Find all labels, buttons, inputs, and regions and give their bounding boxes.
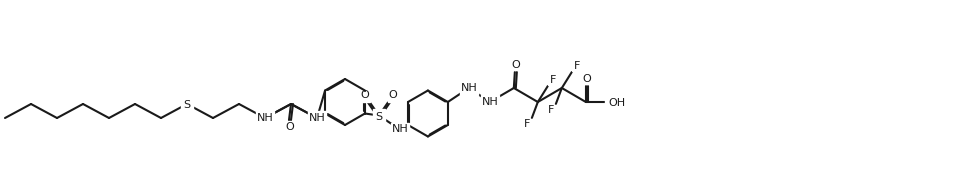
Text: F: F [547, 105, 554, 115]
Text: F: F [573, 61, 580, 71]
Bar [459, 81, 478, 95]
Text: F: F [523, 119, 530, 129]
Text: O: O [583, 74, 591, 84]
Bar [522, 119, 532, 129]
Bar [308, 111, 326, 125]
Bar [256, 111, 274, 125]
Text: O: O [361, 91, 369, 101]
Text: NH: NH [391, 124, 409, 135]
Bar [388, 91, 398, 102]
Bar [373, 108, 385, 123]
Text: NH: NH [481, 97, 499, 107]
Text: NH: NH [308, 113, 325, 123]
Text: O: O [285, 122, 295, 132]
Text: O: O [511, 60, 521, 70]
Bar [480, 95, 499, 109]
Bar [360, 91, 370, 102]
Bar [581, 74, 592, 84]
Bar [605, 96, 629, 108]
Text: F: F [549, 75, 556, 85]
Bar [390, 123, 409, 136]
Bar [545, 105, 556, 115]
Bar [510, 60, 522, 70]
Bar [181, 97, 193, 111]
Text: OH: OH [609, 98, 626, 108]
Text: S: S [375, 112, 383, 122]
Text: S: S [184, 100, 190, 110]
Bar [284, 122, 296, 132]
Bar [572, 61, 582, 71]
Text: NH: NH [256, 113, 274, 123]
Text: NH: NH [460, 83, 478, 93]
Text: O: O [389, 91, 397, 101]
Bar [547, 75, 558, 85]
